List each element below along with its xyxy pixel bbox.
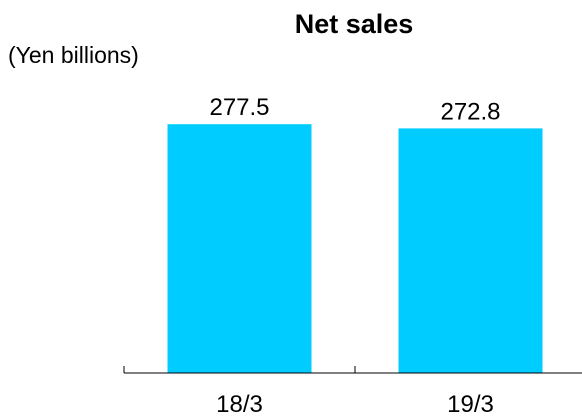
unit-label: (Yen billions) <box>8 42 139 68</box>
x-tick-label-19-3: 19/3 <box>447 391 494 418</box>
labels-layer: 277.5 18/3 272.8 19/3 <box>209 94 500 418</box>
value-label-19-3: 272.8 <box>440 98 500 125</box>
bar-19-3 <box>398 128 543 373</box>
bars-layer <box>167 124 543 373</box>
value-label-18-3: 277.5 <box>209 94 269 121</box>
bar-18-3 <box>167 124 312 373</box>
chart-title: Net sales <box>295 9 414 39</box>
x-tick-label-18-3: 18/3 <box>216 391 263 418</box>
